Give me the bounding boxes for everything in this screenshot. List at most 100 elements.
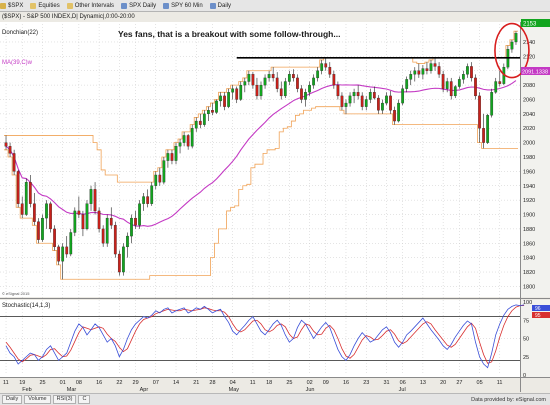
candle-body	[215, 100, 218, 113]
footer-tab-volume[interactable]: Volume	[24, 395, 51, 404]
last-price-badge	[521, 19, 550, 27]
annotation-text: Yes fans, that is a breakout with some f…	[118, 29, 340, 39]
candle-body	[425, 68, 429, 71]
stochastic-tick-label: 0	[523, 373, 526, 379]
y-tick-label: 2140	[523, 40, 535, 46]
x-day-label: 21	[193, 380, 199, 386]
x-day-label: 11	[250, 380, 256, 386]
tab-spx-daily[interactable]: SPX Daily	[121, 2, 156, 9]
tab-equities[interactable]: Equities	[30, 2, 60, 9]
candle-body	[150, 185, 154, 204]
candle-body	[267, 74, 271, 79]
footer-tab-daily[interactable]: Daily	[2, 395, 23, 404]
x-day-label: 13	[420, 380, 426, 386]
candle-body	[271, 74, 275, 79]
candle-body	[122, 246, 125, 273]
candle-body	[486, 115, 490, 143]
candle-body	[41, 217, 44, 240]
chart-icon	[163, 2, 170, 9]
candle-body	[186, 135, 190, 147]
stochastic-tick-label: 25	[523, 355, 529, 361]
candle-body	[20, 203, 24, 215]
candle-body	[134, 217, 137, 226]
x-day-label: 22	[116, 380, 122, 386]
candle-body	[247, 74, 251, 82]
candle-body	[190, 128, 194, 147]
tab-symbol-label: $SPX	[8, 2, 24, 9]
tab-symbol[interactable]: $SPX	[0, 2, 24, 9]
candle-body	[352, 92, 356, 97]
stochastic-lines	[0, 304, 525, 369]
candle-body	[449, 81, 453, 97]
candle-body	[243, 81, 247, 86]
candle-body	[381, 102, 384, 111]
candle-body	[12, 153, 16, 172]
tab-other-intervals[interactable]: Other Intervals	[66, 2, 115, 9]
stoch-d-badge	[532, 312, 550, 318]
x-day-label: 11	[497, 380, 503, 386]
candle-body	[109, 217, 113, 226]
tab-label: Equities	[38, 2, 60, 9]
candle-body	[296, 77, 299, 89]
candle-body	[437, 66, 441, 75]
candle-body	[207, 110, 210, 115]
candle-body	[429, 63, 433, 71]
toolbar: $SPX Equities Other Intervals SPX Daily …	[0, 0, 550, 12]
candle-body	[417, 70, 421, 75]
candle-body	[85, 203, 89, 230]
window-title: ($SPX) - S&P 500 INDEX,D| Dynamic|,0:00-…	[2, 14, 135, 20]
candle-body	[490, 92, 494, 116]
candle-body	[364, 99, 368, 107]
y-tick-label: 1900	[523, 213, 535, 219]
x-day-label: 11	[3, 380, 9, 386]
donchian-channel	[4, 30, 518, 280]
x-month-label: Apr	[140, 387, 149, 393]
candle-body	[348, 95, 352, 104]
candle-body	[385, 95, 388, 104]
candle-body	[263, 77, 267, 86]
y-tick-label: 2080	[523, 83, 535, 89]
moving-average	[5, 80, 517, 227]
ma-value: 2091.1338	[522, 70, 548, 76]
candle-body	[478, 95, 481, 129]
price-panel	[0, 22, 520, 297]
date-axis-labels: 11 19 25 01 08 16 22 29 07 14 21 28 04 11 18 25 02 09 16 23…	[3, 380, 502, 393]
footer-tab-rsi[interactable]: RSI(3)	[52, 395, 77, 404]
x-month-label: Jul	[399, 387, 406, 393]
candle-body	[154, 174, 158, 186]
symbol-icon	[0, 2, 6, 9]
candlesticks	[4, 31, 518, 280]
candle-body	[28, 182, 32, 204]
y-tick-label: 2000	[523, 141, 535, 147]
x-day-label: 14	[173, 380, 179, 386]
candle-body	[292, 74, 295, 79]
stochastic-label: Stochastic(14,1,3)	[2, 303, 50, 309]
candle-body	[194, 120, 198, 129]
footer-tab-c[interactable]: C	[78, 395, 91, 404]
footer-tabs: Daily Volume RSI(3) C	[0, 395, 91, 404]
x-day-label: 07	[153, 380, 159, 386]
candle-body	[24, 182, 28, 215]
candle-body	[105, 217, 109, 244]
donchian-label: Donchian(22)	[2, 30, 38, 36]
candle-body	[219, 95, 222, 102]
x-day-label: 05	[477, 380, 483, 386]
candle-body	[16, 171, 20, 204]
tab-label: Other Intervals	[74, 2, 115, 9]
candle-body	[494, 81, 498, 93]
stochastic-k-line	[5, 304, 525, 369]
ma-value-badge	[521, 67, 550, 75]
tab-daily[interactable]: Daily	[209, 2, 231, 9]
y-tick-label: 1960	[523, 169, 535, 175]
y-tick-label: 1800	[523, 284, 535, 290]
candle-body	[409, 74, 413, 80]
candle-body	[65, 246, 69, 255]
x-day-label: 18	[266, 380, 272, 386]
stochastic-tick-label: 100	[523, 300, 532, 306]
donchian-upper	[4, 30, 518, 183]
candle-body	[8, 146, 12, 154]
y-tick-label: 1920	[523, 198, 535, 204]
candle-body	[275, 77, 279, 89]
tab-spy-60-min[interactable]: SPY 60 Min	[163, 2, 203, 9]
